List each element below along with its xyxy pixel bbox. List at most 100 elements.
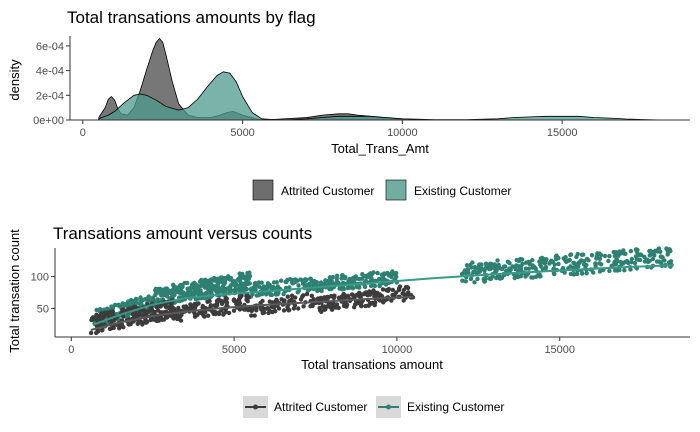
scatter-point-attrited: [231, 298, 236, 303]
density-x-tick-label: 0: [80, 127, 86, 139]
scatter-point-existing: [201, 283, 207, 288]
scatter-point-attrited: [360, 292, 365, 297]
scatter-point-existing: [668, 248, 673, 254]
scatter-point-existing: [343, 275, 348, 280]
scatter-point-existing: [470, 260, 475, 265]
density-area-existing: [98, 71, 675, 121]
scatter-point-existing: [459, 271, 465, 277]
scatter-point-existing: [468, 276, 474, 282]
scatter-point-existing: [483, 276, 488, 282]
scatter-point-existing: [153, 293, 158, 298]
scatter-point-existing: [207, 288, 212, 293]
scatter-point-existing: [472, 269, 477, 274]
scatter-point-attrited: [250, 307, 255, 312]
density-legend: Attrited Customer Existing Customer: [252, 179, 511, 201]
scatter-point-attrited: [371, 289, 377, 294]
scatter-point-existing: [386, 272, 392, 278]
scatter-point-existing: [475, 276, 480, 282]
scatter-point-existing: [237, 284, 243, 289]
scatter-point-attrited: [298, 297, 304, 302]
scatter-point-attrited: [182, 305, 187, 310]
scatter-point-attrited: [109, 318, 114, 324]
scatter-point-attrited: [192, 314, 198, 319]
scatter-point-attrited: [333, 305, 339, 310]
scatter-point-attrited: [396, 286, 402, 291]
scatter-point-attrited: [136, 312, 141, 317]
scatter-legend-point-attrited: [253, 404, 258, 410]
scatter-point-existing: [493, 264, 498, 269]
scatter-point-existing: [377, 283, 382, 289]
scatter-point-existing: [226, 274, 231, 279]
scatter-point-existing: [578, 258, 583, 264]
scatter-point-existing: [281, 291, 286, 297]
scatter-point-existing: [346, 285, 351, 290]
scatter-point-existing: [563, 255, 568, 260]
scatter-x-tick-label: 10000: [382, 344, 413, 356]
scatter-point-attrited: [301, 293, 306, 298]
scatter-point-existing: [253, 287, 258, 292]
scatter-point-existing: [254, 293, 259, 298]
scatter-point-existing: [357, 285, 362, 290]
scatter-point-existing: [503, 264, 508, 269]
scatter-point-existing: [499, 266, 505, 272]
scatter-point-existing: [110, 305, 116, 311]
scatter-point-existing: [616, 253, 621, 258]
scatter-point-existing: [472, 264, 478, 270]
scatter-point-attrited: [350, 292, 355, 297]
scatter-point-existing: [215, 282, 220, 288]
scatter-point-existing: [660, 255, 665, 260]
scatter-point-attrited: [173, 314, 179, 319]
scatter-x-label: Total transations amount: [301, 357, 443, 372]
scatter-point-attrited: [107, 326, 113, 332]
scatter-point-existing: [543, 265, 549, 270]
scatter-point-existing: [146, 294, 151, 299]
scatter-point-existing: [172, 288, 178, 293]
scatter-point-attrited: [219, 308, 224, 313]
density-legend-key-attrited: [252, 179, 274, 201]
scatter-legend-point-existing: [386, 404, 391, 410]
scatter-point-attrited: [126, 321, 131, 327]
scatter-point-attrited: [400, 291, 405, 296]
scatter-point-attrited: [381, 298, 386, 304]
scatter-point-existing: [134, 297, 139, 302]
scatter-point-existing: [234, 287, 239, 292]
scatter-point-existing: [350, 275, 356, 281]
scatter-point-existing: [267, 283, 273, 288]
scatter-point-attrited: [224, 296, 229, 301]
scatter-point-attrited: [390, 292, 395, 298]
scatter-point-existing: [394, 270, 399, 276]
scatter-x-ticks: 0 5000 10000 15000: [68, 337, 575, 356]
scatter-point-existing: [464, 263, 470, 268]
scatter-point-existing: [634, 257, 639, 262]
scatter-point-attrited: [211, 311, 216, 316]
density-areas: [98, 38, 675, 121]
scatter-point-existing: [223, 287, 229, 292]
scatter-point-attrited: [179, 312, 184, 318]
scatter-point-existing: [199, 291, 205, 296]
scatter-point-existing: [256, 280, 261, 285]
scatter-point-existing: [302, 283, 308, 288]
scatter-point-existing: [368, 283, 374, 289]
scatter-point-attrited: [96, 317, 101, 323]
scatter-x-tick-label: 0: [68, 344, 74, 356]
scatter-point-attrited: [281, 308, 287, 313]
scatter-point-attrited: [159, 310, 164, 315]
scatter-point-attrited: [309, 293, 314, 298]
scatter-point-existing: [208, 277, 213, 283]
scatter-point-existing: [264, 286, 269, 291]
scatter-point-existing: [372, 283, 378, 289]
scatter-point-existing: [195, 287, 200, 293]
scatter-point-existing: [189, 286, 194, 291]
scatter-point-existing: [527, 261, 532, 267]
scatter-smooth-existing: [93, 264, 674, 326]
scatter-point-existing: [598, 262, 604, 267]
scatter-point-existing: [483, 265, 489, 271]
scatter-point-attrited: [249, 313, 254, 318]
scatter-x-tick-label: 5000: [222, 344, 246, 356]
density-y-ticks: 0e+00 2e-04 4e-04 6e-04: [33, 41, 70, 127]
scatter-point-existing: [339, 273, 345, 278]
scatter-point-attrited: [219, 301, 225, 306]
scatter-point-existing: [247, 273, 253, 279]
scatter-point-attrited: [215, 303, 220, 308]
